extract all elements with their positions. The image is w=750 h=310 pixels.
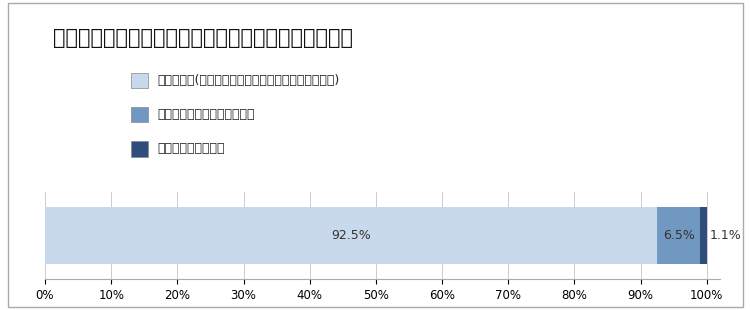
Text: 継続雇用を希望しなかった者: 継続雇用を希望しなかった者 — [158, 108, 255, 121]
Text: 継続雇用者(基準に該当し引き続き継続雇用された者): 継続雇用者(基準に該当し引き続き継続雇用された者) — [158, 74, 340, 87]
Bar — [657, 207, 700, 264]
Bar — [45, 207, 657, 264]
Text: 経過措置適用企業における基準適用年齢到達者の状況: 経過措置適用企業における基準適用年齢到達者の状況 — [53, 28, 352, 48]
Bar — [700, 207, 707, 264]
Text: 1.1%: 1.1% — [710, 229, 742, 242]
Text: 6.5%: 6.5% — [663, 229, 694, 242]
Text: 基準に該当しない者: 基準に該当しない者 — [158, 142, 225, 155]
Text: 92.5%: 92.5% — [332, 229, 371, 242]
